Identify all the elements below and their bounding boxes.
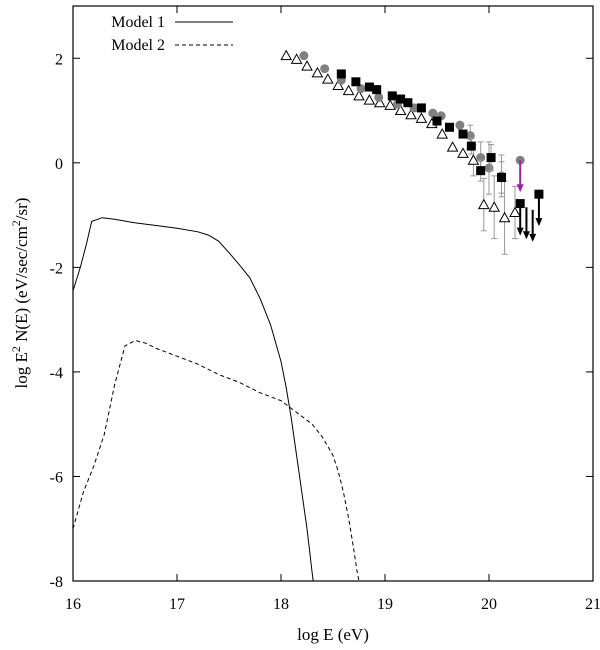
upper-limit-arrowhead	[516, 184, 524, 193]
y-tick-label: 0	[55, 156, 63, 173]
data-point-square	[351, 77, 361, 87]
data-point-triangle	[301, 60, 313, 71]
data-point-triangle	[332, 79, 345, 90]
x-tick-label: 16	[65, 596, 81, 613]
data-points	[280, 49, 544, 255]
data-point-triangle	[373, 96, 386, 108]
data-point-triangle	[311, 66, 324, 78]
data-point-triangle	[477, 198, 490, 210]
y-axis-title-part-3: /sr)	[12, 198, 31, 221]
y-axis-title-sup-2: 2	[9, 220, 23, 226]
data-point-triangle	[290, 53, 303, 64]
data-point-triangle	[363, 94, 376, 105]
data-point-square	[476, 166, 486, 176]
data-point-triangle	[488, 201, 501, 212]
data-point-triangle	[353, 89, 365, 101]
plot-frame	[72, 5, 594, 582]
data-point-circle	[484, 163, 494, 173]
data-point-square	[387, 91, 397, 101]
upper-limit-arrowhead	[516, 227, 524, 236]
data-point-triangle	[342, 84, 355, 96]
data-point-square	[372, 85, 382, 95]
upper-limit-arrowhead	[535, 218, 543, 227]
legend: Model 1 Model 2	[111, 14, 233, 54]
x-tick-label: 18	[273, 596, 289, 613]
data-point-triangle	[321, 73, 334, 84]
data-point-triangle	[384, 99, 397, 110]
data-point-triangle	[436, 128, 449, 139]
data-point-circle	[428, 108, 438, 118]
y-tick-label: -2	[50, 260, 63, 277]
data-point-triangle	[446, 141, 459, 152]
x-tick-label: 19	[377, 596, 393, 613]
data-point-square	[444, 122, 454, 132]
upper-limit-arrowhead	[529, 233, 537, 242]
x-tick-label: 17	[169, 596, 185, 613]
y-tick-label: -4	[50, 365, 63, 382]
legend-label-model-2: Model 2	[111, 37, 165, 54]
model-curve-1	[72, 217, 314, 582]
x-tick-label: 21	[585, 596, 600, 613]
data-point-triangle	[405, 108, 417, 120]
data-point-circle	[320, 64, 330, 74]
y-axis-title-part-1: log E	[12, 352, 31, 388]
upper-limit-arrowhead	[522, 231, 530, 240]
data-point-square	[486, 153, 496, 163]
data-point-triangle	[394, 104, 407, 116]
model-curves	[72, 217, 360, 582]
y-axis-title-sup-1: 2	[9, 346, 23, 352]
data-point-triangle	[415, 112, 428, 123]
data-point-triangle	[509, 206, 521, 217]
data-point-square	[403, 98, 413, 108]
y-axis-title-part-2: N(E) (eV/sec/cm	[12, 226, 31, 346]
data-point-triangle	[498, 211, 511, 223]
data-point-circle	[356, 84, 366, 94]
x-axis-title: log E (eV)	[297, 625, 369, 644]
data-point-square	[496, 172, 506, 182]
model-curve-2	[72, 339, 360, 582]
y-tick-label: -8	[50, 574, 63, 591]
y-tick-label: 2	[55, 51, 63, 68]
legend-label-model-1: Model 1	[111, 14, 165, 31]
data-point-square	[416, 103, 426, 113]
y-tick-label: -6	[50, 469, 63, 486]
data-point-square	[458, 129, 468, 139]
data-point-circle	[455, 120, 465, 130]
data-point-square	[396, 94, 406, 104]
data-point-square	[364, 82, 374, 92]
y-axis-title: log E2 N(E) (eV/sec/cm2/sr)	[9, 198, 31, 389]
data-point-circle	[374, 92, 384, 102]
data-point-circle	[299, 51, 309, 61]
data-point-triangle	[457, 147, 469, 158]
data-point-square	[336, 69, 346, 79]
data-point-triangle	[467, 154, 480, 165]
data-point-square	[466, 141, 476, 151]
data-point-square	[432, 116, 442, 126]
x-tick-label: 20	[481, 596, 497, 613]
data-point-triangle	[280, 49, 293, 61]
